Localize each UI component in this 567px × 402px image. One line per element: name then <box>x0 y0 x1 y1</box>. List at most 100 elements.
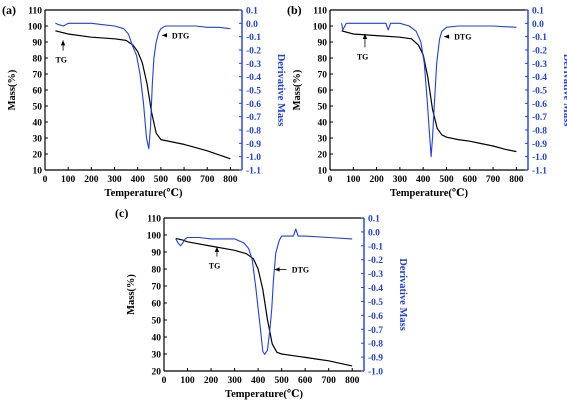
y-tick-label: 100 <box>147 232 162 242</box>
y-axis-title: Mass(%) <box>7 69 18 110</box>
y-tick-label: 90 <box>318 39 328 49</box>
x-tick-label: 100 <box>180 376 195 386</box>
x-tick-label: 300 <box>227 376 242 386</box>
y-tick-label: 70 <box>152 283 162 293</box>
series-tg-line <box>175 237 353 367</box>
y2-tick-label: 0.0 <box>532 20 544 30</box>
x-tick-label: 800 <box>509 175 524 185</box>
x-tick-label: 600 <box>177 175 192 185</box>
y2-tick-label: -0.1 <box>368 242 383 252</box>
y-tick-label: 30 <box>152 351 162 361</box>
y2-tick-label: -1.0 <box>532 153 547 163</box>
y-tick-label: 110 <box>28 7 42 17</box>
y2-tick-label: 0.1 <box>532 7 544 17</box>
annotation-tg: TG <box>55 56 67 65</box>
y-tick-label: 100 <box>28 23 43 33</box>
y2-tick-label: -0.1 <box>532 33 547 43</box>
x-tick-label: 400 <box>131 175 146 185</box>
y-tick-label: 10 <box>318 167 328 177</box>
series-dtg-line <box>175 228 353 355</box>
annotation-arrowhead <box>274 267 280 272</box>
annotation-dtg: DTG <box>172 31 189 40</box>
y2-tick-label: -0.7 <box>532 113 547 123</box>
annotation-tg: TG <box>209 262 221 271</box>
series-tg-line <box>341 30 517 153</box>
y2-tick-label: 0.0 <box>368 228 380 238</box>
y2-tick-label: -0.3 <box>246 60 261 70</box>
y-tick-label: 50 <box>318 103 328 113</box>
x-axis-title: Temperature(℃) <box>225 389 303 400</box>
panel-label: (c) <box>115 206 128 220</box>
y-tick-label: 100 <box>313 23 328 33</box>
y-tick-label: 20 <box>152 368 162 378</box>
x-axis-title: Temperature(℃) <box>390 188 468 199</box>
x-tick-label: 0 <box>43 175 48 185</box>
x-tick-label: 700 <box>322 376 337 386</box>
x-tick-label: 400 <box>251 376 266 386</box>
y-tick-label: 40 <box>318 119 328 129</box>
y2-tick-label: -0.2 <box>532 47 547 57</box>
x-tick-label: 200 <box>204 376 219 386</box>
annotation-arrowhead <box>214 246 220 252</box>
panel-label: (b) <box>287 3 302 17</box>
y2-tick-label: -1.1 <box>246 167 261 177</box>
y2-tick-label: 0.0 <box>246 20 258 30</box>
y2-tick-label: 0.1 <box>368 215 380 225</box>
y2-tick-label: 0.1 <box>246 7 258 17</box>
y2-tick-label: -0.5 <box>246 87 261 97</box>
x-tick-label: 200 <box>369 175 384 185</box>
y2-tick-label: -0.9 <box>368 354 383 364</box>
y-tick-label: 80 <box>318 55 328 65</box>
panel-1: (a) 0 100 200 300 400 500 600 700 800 10 20 30 40 50 60… <box>2 3 286 199</box>
y2-tick-label: -0.6 <box>246 100 261 110</box>
x-tick-label: 500 <box>154 175 169 185</box>
y2-tick-label: -0.3 <box>532 60 547 70</box>
x-tick-label: 700 <box>200 175 215 185</box>
series-dtg-line <box>55 22 231 150</box>
x-tick-label: 600 <box>463 175 478 185</box>
x-tick-label: 200 <box>84 175 99 185</box>
y2-tick-label: -0.9 <box>532 140 547 150</box>
x-tick-label: 0 <box>162 376 167 386</box>
x-tick-label: 800 <box>223 175 238 185</box>
annotation-arrowhead <box>162 33 168 38</box>
x-tick-label: 600 <box>298 376 313 386</box>
series-dtg-line <box>341 22 517 158</box>
y-tick-label: 20 <box>318 151 328 161</box>
annotation-tg: TG <box>357 52 369 61</box>
panel-label: (a) <box>2 3 16 17</box>
y-tick-label: 60 <box>152 300 162 310</box>
y2-axis-title: Derivative Mass <box>275 54 286 127</box>
y-tick-label: 50 <box>33 103 43 113</box>
y2-tick-label: -0.9 <box>246 140 261 150</box>
x-tick-label: 500 <box>439 175 454 185</box>
y2-tick-label: -0.4 <box>368 284 383 294</box>
x-tick-label: 500 <box>275 376 290 386</box>
y2-tick-label: -0.8 <box>368 340 383 350</box>
y-tick-label: 40 <box>152 334 162 344</box>
y-tick-label: 10 <box>33 167 43 177</box>
y2-tick-label: -0.5 <box>368 298 383 308</box>
x-axis-title: Temperature(℃) <box>105 188 183 199</box>
annotation-arrowhead <box>362 34 368 39</box>
y-tick-label: 60 <box>33 87 43 97</box>
x-tick-label: 300 <box>107 175 122 185</box>
annotation-arrowhead <box>444 34 450 39</box>
y2-tick-label: -0.7 <box>368 326 383 336</box>
y2-axis-title: Derivative Mass <box>397 258 408 331</box>
y-tick-label: 20 <box>33 151 43 161</box>
panel-2: (b) 0 100 200 300 400 500 600 700 800 10 20 30 40 50 60… <box>287 3 567 199</box>
y-tick-label: 40 <box>33 119 43 129</box>
y2-tick-label: -0.4 <box>246 73 261 83</box>
y-tick-label: 70 <box>318 71 328 81</box>
y2-tick-label: -1.0 <box>368 368 383 378</box>
y-tick-label: 70 <box>33 71 43 81</box>
y2-tick-label: -1.1 <box>532 167 547 177</box>
y-tick-label: 50 <box>152 317 162 327</box>
y2-tick-label: -0.2 <box>246 47 261 57</box>
y-tick-label: 90 <box>152 249 162 259</box>
annotation-arrowhead <box>60 40 66 46</box>
y2-tick-label: -1.0 <box>246 153 261 163</box>
y2-tick-label: -0.6 <box>532 100 547 110</box>
